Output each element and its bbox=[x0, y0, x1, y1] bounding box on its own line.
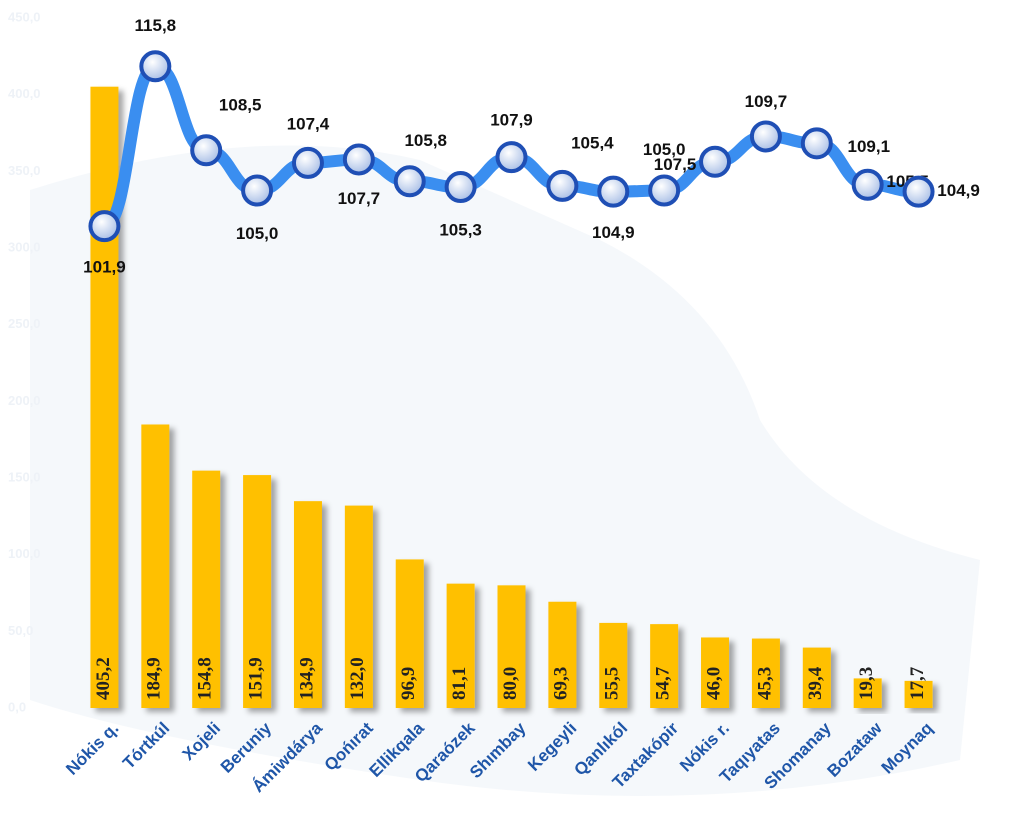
line-value-label: 105,4 bbox=[571, 133, 614, 152]
bar-value-label: 54,7 bbox=[653, 666, 674, 700]
line-marker bbox=[648, 174, 681, 207]
line-marker bbox=[495, 141, 528, 174]
y-tick-label: 100,0 bbox=[8, 546, 41, 561]
line-marker bbox=[749, 120, 782, 153]
y-tick-label: 150,0 bbox=[8, 469, 41, 484]
bar bbox=[293, 501, 322, 708]
line-value-label: 108,5 bbox=[219, 96, 262, 115]
bar bbox=[853, 678, 882, 708]
bar bbox=[802, 647, 831, 708]
bar-value-label: 134,9 bbox=[296, 657, 317, 700]
line-value-label: 107,7 bbox=[338, 189, 381, 208]
y-tick-label: 450,0 bbox=[8, 9, 41, 24]
bar-value-label: 39,4 bbox=[805, 666, 826, 700]
line-marker bbox=[291, 146, 324, 179]
line-marker bbox=[88, 210, 121, 243]
bar-value-label: 19,3 bbox=[856, 667, 877, 700]
bar-value-label: 151,9 bbox=[245, 657, 266, 700]
y-tick-label: 350,0 bbox=[8, 163, 41, 178]
line-value-label: 104,9 bbox=[937, 181, 980, 200]
line-value-label: 101,9 bbox=[83, 258, 126, 277]
line-marker bbox=[546, 169, 579, 202]
bar bbox=[192, 470, 221, 708]
y-tick-label: 0,0 bbox=[8, 699, 26, 714]
y-tick-label: 300,0 bbox=[8, 239, 41, 254]
bar bbox=[548, 601, 577, 708]
line-value-label: 105,0 bbox=[236, 224, 279, 243]
bar bbox=[904, 680, 933, 708]
line-value-label: 105,0 bbox=[643, 140, 686, 159]
line-value-label: 107,9 bbox=[490, 111, 533, 130]
bar-value-label: 17,7 bbox=[907, 666, 928, 700]
y-tick-label: 400,0 bbox=[8, 86, 41, 101]
y-tick-label: 50,0 bbox=[8, 623, 33, 638]
bar-value-label: 184,9 bbox=[144, 657, 165, 700]
bar bbox=[701, 637, 730, 708]
bar-value-label: 96,9 bbox=[398, 667, 419, 700]
line-value-label: 105,3 bbox=[439, 221, 482, 240]
bar bbox=[141, 424, 170, 708]
bar bbox=[599, 622, 628, 708]
bar bbox=[395, 559, 424, 708]
bar bbox=[446, 583, 475, 708]
bar-value-label: 46,0 bbox=[703, 667, 724, 700]
bar-value-label: 154,8 bbox=[195, 657, 216, 700]
bar-value-label: 132,0 bbox=[347, 657, 368, 700]
bar bbox=[497, 585, 526, 708]
bar-value-label: 81,1 bbox=[449, 667, 470, 700]
line-value-label: 107,4 bbox=[287, 114, 330, 133]
bar-value-label: 80,0 bbox=[500, 667, 521, 700]
line-value-label: 115,8 bbox=[135, 16, 177, 35]
line-marker bbox=[393, 165, 426, 198]
bar-value-label: 45,3 bbox=[754, 667, 775, 700]
bar-value-label: 55,5 bbox=[602, 667, 623, 700]
line-marker bbox=[902, 175, 935, 208]
line-value-label: 109,1 bbox=[848, 137, 891, 156]
line-marker bbox=[597, 175, 630, 208]
line-value-label: 105,8 bbox=[404, 131, 447, 150]
line-value-label: 109,7 bbox=[745, 92, 788, 111]
bar bbox=[650, 624, 679, 708]
x-tick-label: Nókis q. bbox=[62, 719, 122, 779]
bar bbox=[243, 475, 272, 708]
line-marker bbox=[800, 127, 833, 160]
y-tick-label: 250,0 bbox=[8, 316, 41, 331]
bar-value-label: 69,3 bbox=[551, 667, 572, 700]
line-marker bbox=[139, 50, 172, 83]
bar bbox=[344, 505, 373, 708]
line-marker bbox=[190, 134, 223, 167]
bar bbox=[751, 638, 780, 708]
line-marker bbox=[444, 171, 477, 204]
line-marker bbox=[342, 143, 375, 176]
line-value-label: 107,5 bbox=[654, 155, 697, 174]
line-marker bbox=[241, 174, 274, 207]
bar bbox=[90, 86, 119, 708]
line-marker bbox=[851, 168, 884, 201]
line-value-label: 104,9 bbox=[592, 223, 635, 242]
y-tick-label: 200,0 bbox=[8, 393, 41, 408]
bar-value-label: 405,2 bbox=[93, 657, 114, 700]
line-marker bbox=[699, 145, 732, 178]
